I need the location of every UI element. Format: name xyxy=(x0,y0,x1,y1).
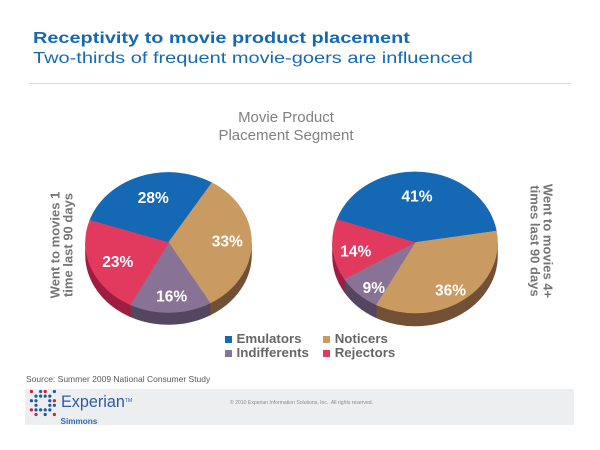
svg-text:23%: 23% xyxy=(102,254,133,271)
svg-text:41%: 41% xyxy=(401,188,432,205)
svg-text:33%: 33% xyxy=(212,234,243,251)
svg-text:36%: 36% xyxy=(435,283,466,300)
svg-text:28%: 28% xyxy=(138,190,169,207)
svg-text:16%: 16% xyxy=(156,289,187,306)
svg-text:9%: 9% xyxy=(363,280,386,297)
svg-text:14%: 14% xyxy=(340,243,371,260)
